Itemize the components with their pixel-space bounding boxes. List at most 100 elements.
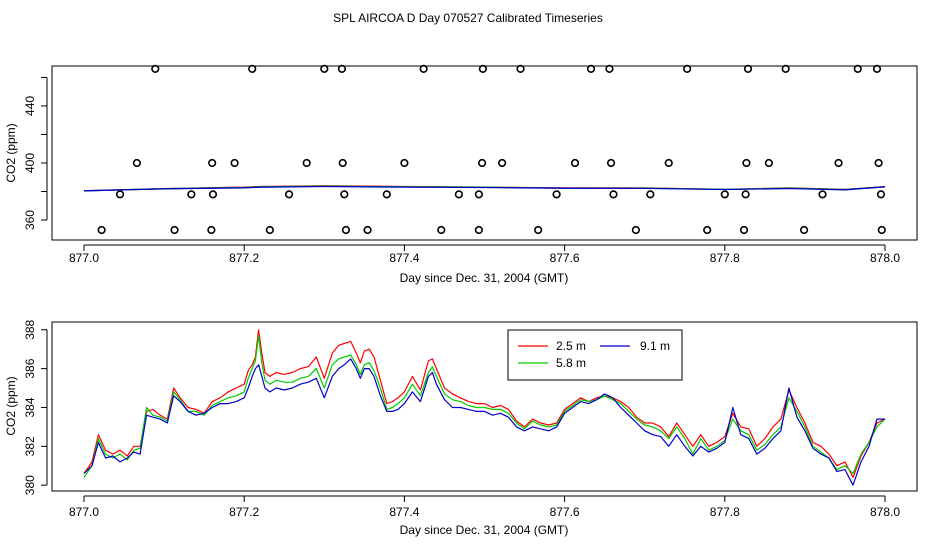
top-point-44 — [739, 225, 749, 235]
legend: 2.5 m 9.1 m 5.8 m — [507, 329, 683, 381]
top-point-29 — [498, 158, 507, 168]
bot-x-tick-label-877-8: 877.8 — [710, 505, 740, 519]
top-point-21 — [400, 158, 409, 168]
bot-y-tick-label-382: 382 — [23, 436, 37, 456]
top-point-7 — [208, 190, 218, 199]
top-point-0 — [97, 225, 106, 235]
top-point-4 — [170, 225, 179, 235]
top-point-5 — [187, 190, 196, 199]
top-y-tick-label-440: 440 — [23, 96, 37, 116]
top-point-1 — [115, 190, 125, 199]
top-point-25 — [474, 225, 483, 235]
top-point-50 — [799, 225, 809, 235]
top-point-31 — [534, 225, 543, 235]
bottom-plot-frame — [51, 321, 918, 492]
top-point-11 — [265, 225, 274, 235]
top-point-6 — [207, 225, 216, 235]
top-point-16 — [338, 158, 347, 168]
top-point-45 — [741, 190, 750, 199]
top-point-19 — [363, 225, 372, 235]
top-x-tick-label-877-4: 877.4 — [389, 251, 419, 265]
top-point-10 — [248, 64, 257, 73]
top-point-49 — [781, 64, 790, 73]
bottom-series-group — [83, 329, 886, 486]
top-point-32 — [552, 190, 561, 199]
top-y-axis: 360 400 440 — [23, 76, 48, 230]
top-point-52 — [834, 158, 843, 168]
top-point-9 — [230, 158, 239, 168]
top-point-51 — [818, 190, 827, 199]
legend-box — [507, 329, 683, 381]
top-point-35 — [605, 64, 614, 73]
top-point-14 — [320, 64, 329, 73]
bottom-y-axis-label: CO2 (ppm) — [4, 376, 18, 435]
top-point-46 — [742, 158, 751, 168]
top-point-27 — [477, 158, 487, 168]
top-point-54 — [872, 64, 882, 73]
top-point-57 — [877, 225, 886, 235]
top-point-23 — [437, 225, 446, 235]
top-point-8 — [208, 158, 217, 168]
top-y-tick-label-360: 360 — [23, 210, 37, 230]
top-x-tick-label-877-2: 877.2 — [229, 251, 259, 265]
bot-x-tick-label-877-6: 877.6 — [550, 505, 580, 519]
bot-series-line-5-8-m — [83, 335, 886, 478]
top-point-37 — [609, 190, 618, 199]
top-point-18 — [341, 225, 351, 235]
bot-x-tick-label-877-0: 877.0 — [69, 505, 99, 519]
top-point-36 — [606, 158, 616, 168]
top-x-tick-label-877-6: 877.6 — [550, 251, 580, 265]
top-point-12 — [284, 190, 294, 199]
top-point-34 — [586, 64, 596, 73]
top-point-56 — [876, 190, 886, 199]
figure-title: SPL AIRCOA D Day 070527 Calibrated Times… — [333, 11, 603, 25]
top-point-22 — [419, 64, 428, 73]
bot-x-tick-label-878-0: 878.0 — [870, 505, 900, 519]
panel-top-scatter: 877.0 877.2 877.4 877.6 877.8 878.0 360 400 440… — [4, 64, 918, 285]
top-point-43 — [720, 190, 729, 199]
top-point-48 — [764, 158, 773, 168]
top-point-41 — [703, 225, 712, 235]
top-y-axis-label: CO2 (ppm) — [4, 123, 18, 182]
bot-y-tick-label-384: 384 — [23, 397, 37, 417]
top-point-13 — [302, 158, 311, 168]
bot-y-tick-label-380: 380 — [23, 475, 37, 495]
top-point-55 — [874, 158, 883, 168]
top-point-26 — [474, 190, 483, 199]
legend-label-9-1m: 9.1 m — [640, 339, 670, 353]
top-x-tick-label-878-0: 878.0 — [870, 251, 900, 265]
top-point-33 — [570, 158, 580, 168]
top-x-tick-label-877-0: 877.0 — [69, 251, 99, 265]
bot-y-tick-label-388: 388 — [23, 319, 37, 339]
top-point-15 — [337, 64, 347, 73]
top-point-39 — [664, 158, 673, 168]
bot-series-line-9-1-m — [83, 358, 885, 486]
top-point-3 — [151, 64, 160, 73]
bot-x-tick-label-877-4: 877.4 — [389, 505, 419, 519]
top-point-2 — [132, 158, 141, 168]
bottom-y-axis: 380 382 384 386 388 — [23, 319, 48, 495]
top-point-40 — [646, 190, 655, 199]
panel-bottom-lines: 877.0 877.2 877.4 877.6 877.8 878.0 380 382 384… — [4, 319, 918, 537]
top-point-20 — [382, 190, 391, 199]
top-x-tick-label-877-8: 877.8 — [710, 251, 740, 265]
legend-label-5-8m: 5.8 m — [556, 356, 586, 370]
bottom-x-axis: 877.0 877.2 877.4 877.6 877.8 878.0 — [69, 495, 900, 519]
top-series-line-9-1-m — [83, 185, 886, 192]
bot-x-tick-label-877-2: 877.2 — [229, 505, 259, 519]
bot-y-tick-label-386: 386 — [23, 358, 37, 378]
legend-label-2-5m: 2.5 m — [556, 339, 586, 353]
top-x-axis-label: Day since Dec. 31, 2004 (GMT) — [400, 271, 569, 285]
top-point-28 — [478, 64, 487, 73]
top-point-47 — [743, 64, 753, 73]
top-point-24 — [454, 190, 463, 199]
top-series-group — [83, 64, 886, 235]
top-point-42 — [683, 64, 692, 73]
top-point-17 — [340, 190, 349, 199]
top-y-tick-label-400: 400 — [23, 153, 37, 173]
bottom-x-axis-label: Day since Dec. 31, 2004 (GMT) — [400, 523, 569, 537]
top-point-30 — [516, 64, 525, 73]
top-point-38 — [631, 225, 640, 235]
